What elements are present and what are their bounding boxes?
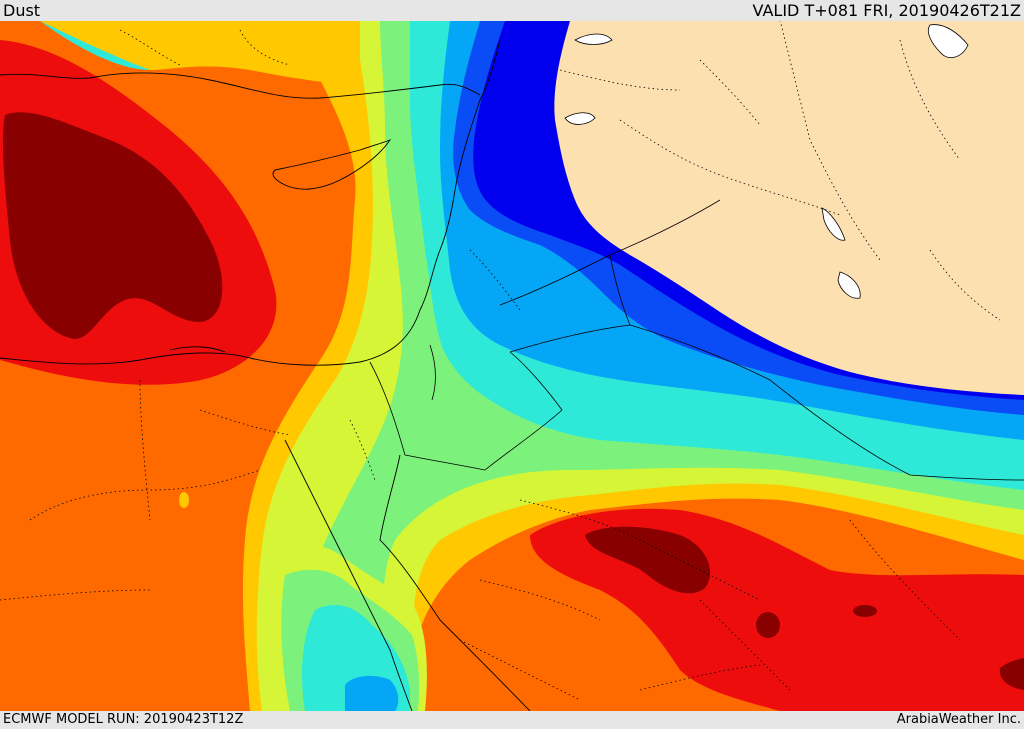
borders-dotted [0, 21, 1001, 701]
lake-habbaniyah [837, 271, 861, 299]
footer-bar: ECMWF MODEL RUN: 20190423T12Z ArabiaWeat… [0, 711, 1024, 729]
lake-ataturk [574, 33, 613, 45]
dust-field-dark-west [2, 112, 223, 339]
coastlines [0, 39, 531, 711]
header-bar: Dust VALID T+081 FRI, 20190426T21Z [0, 0, 1024, 21]
lake-assad [564, 112, 596, 125]
credit: ArabiaWeather Inc. [896, 712, 1021, 727]
model-run: ECMWF MODEL RUN: 20190423T12Z [3, 712, 244, 727]
dust-field-dark-south-3 [853, 605, 877, 617]
valid-time: VALID T+081 FRI, 20190426T21Z [752, 1, 1021, 20]
dust-field-dark-south-1 [585, 526, 711, 594]
dust-field-lightblue-south [345, 675, 399, 711]
dust-field-dark-south-4 [999, 658, 1024, 690]
dust-field-dark-south-2 [756, 612, 780, 638]
dust-field-yellow-spot [179, 492, 189, 508]
no-data-land [554, 21, 1024, 395]
lake-urmia [821, 207, 846, 241]
borders-solid [369, 199, 1024, 481]
map-title: Dust [3, 1, 41, 20]
dust-map [0, 21, 1024, 711]
lake-van [927, 24, 969, 59]
